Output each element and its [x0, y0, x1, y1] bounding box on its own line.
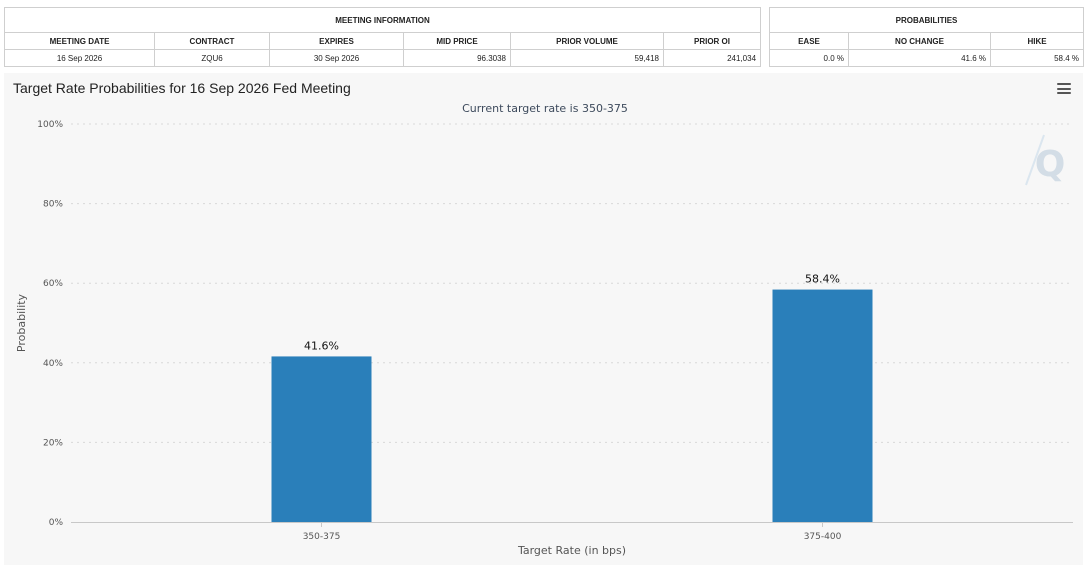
prior-volume-header: PRIOR VOLUME [510, 32, 664, 50]
y-tick-label: 0% [49, 518, 64, 528]
data-label: 41.6% [304, 339, 339, 352]
hike-cell: 58.4 % [990, 49, 1084, 67]
chart-subtitle: Current target rate is 350-375 [462, 102, 628, 115]
y-axis-title: Probability [15, 293, 28, 352]
prior-oi-header: PRIOR OI [662, 32, 762, 50]
mid-price-header: MID PRICE [403, 32, 511, 50]
ease-cell: 0.0 % [769, 49, 849, 67]
no-change-header: NO CHANGE [848, 32, 991, 50]
probabilities-header: PROBABILITIES [769, 7, 1084, 33]
prior-oi-cell: 241,034 [662, 49, 762, 67]
prior-volume-cell: 59,418 [510, 49, 664, 67]
watermark-stroke [1025, 134, 1045, 186]
y-tick-label: 60% [43, 279, 63, 289]
meeting-date-cell: 16 Sep 2026 [4, 49, 155, 67]
meeting-information-header: MEETING INFORMATION [3, 7, 762, 33]
probability-bar-chart: Current target rate is 350-375 Q 0% 20% 40% 6… [15, 102, 1073, 557]
hike-header: HIKE [990, 32, 1084, 50]
x-tick-label: 375-400 [804, 532, 842, 542]
x-axis-title: Target Rate (in bps) [517, 544, 626, 557]
x-tick-label: 350-375 [303, 532, 341, 542]
y-tick-label: 100% [37, 120, 63, 130]
expires-header: EXPIRES [269, 32, 404, 50]
chart-title: Target Rate Probabilities for 16 Sep 202… [13, 80, 351, 96]
meeting-information-table: MEETING INFORMATION MEETING DATE CONTRAC… [3, 7, 762, 67]
y-tick-label: 40% [43, 359, 63, 369]
bar-375-400 [772, 289, 873, 522]
table-row: 16 Sep 2026 ZQU6 30 Sep 2026 96.3038 59,… [4, 49, 762, 67]
hamburger-menu-icon[interactable] [1057, 83, 1071, 94]
mid-price-cell: 96.3038 [403, 49, 511, 67]
no-change-cell: 41.6 % [848, 49, 991, 67]
data-label: 58.4% [805, 273, 840, 286]
contract-cell: ZQU6 [154, 49, 270, 67]
bar-350-375 [271, 356, 372, 522]
table-row: 0.0 % 41.6 % 58.4 % [769, 49, 1084, 67]
y-tick-label: 20% [43, 438, 63, 448]
expires-cell: 30 Sep 2026 [269, 49, 404, 67]
y-tick-label: 80% [43, 200, 63, 210]
contract-header: CONTRACT [154, 32, 270, 50]
probabilities-table: PROBABILITIES EASE NO CHANGE HIKE 0.0 % … [769, 7, 1084, 67]
ease-header: EASE [769, 32, 849, 50]
meeting-date-header: MEETING DATE [4, 32, 155, 50]
q-logo-icon: Q [1035, 144, 1066, 185]
chart-panel: Current target rate is 350-375 Q 0% 20% 40% 6… [4, 73, 1083, 565]
